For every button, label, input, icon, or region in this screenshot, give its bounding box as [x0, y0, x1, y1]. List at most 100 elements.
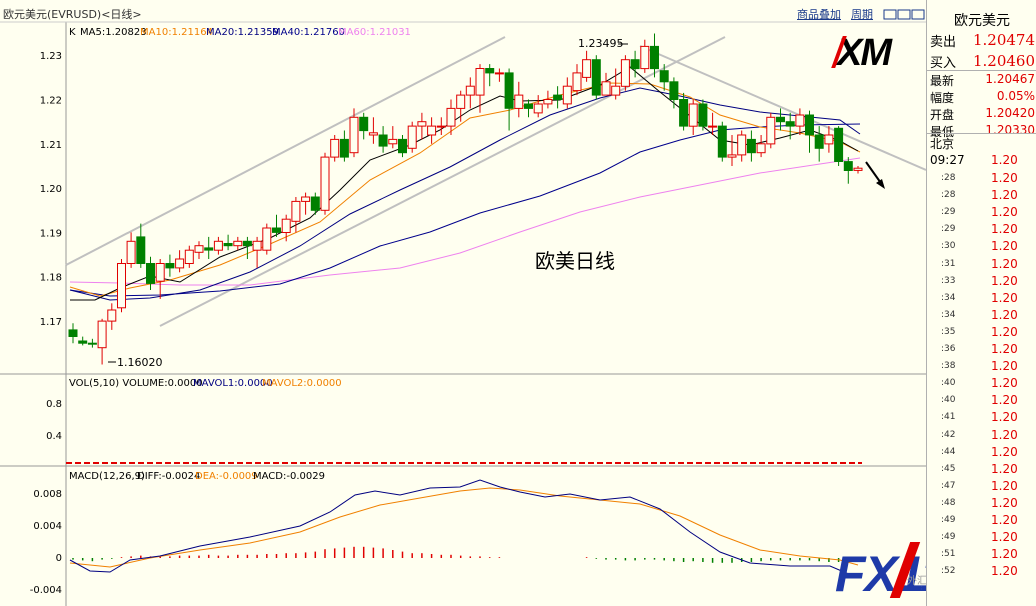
tick-price: 1.20	[991, 564, 1018, 579]
tick-price: 1.20	[991, 359, 1018, 374]
tick-row: :36 1.20	[927, 342, 1036, 359]
tick-time: :38	[941, 361, 956, 372]
candle-body	[562, 85, 572, 105]
mavol2-label: MAVOL2:0.0000	[262, 378, 342, 389]
candle-body	[310, 196, 320, 211]
candle-body	[417, 121, 427, 127]
candle-body	[746, 138, 756, 154]
zoom-out-icon[interactable]	[897, 9, 911, 20]
candle-body	[301, 196, 311, 202]
tick-price: 1.20	[991, 205, 1018, 220]
period-link[interactable]: 周期	[851, 8, 873, 21]
ma20-label: MA20:1.21359	[206, 27, 279, 38]
tick-row: :44 1.20	[927, 445, 1036, 462]
candle-body	[330, 138, 340, 158]
price-tick-label: 1.20	[40, 184, 62, 195]
tick-row: :34 1.20	[927, 291, 1036, 308]
tick-price: 1.20	[991, 461, 1018, 476]
price-tick-label: 1.22	[40, 96, 62, 107]
candle-body	[708, 125, 718, 128]
candle-body	[737, 134, 747, 156]
last-price: 1.20467	[985, 72, 1035, 86]
tick-time: :52	[941, 566, 956, 577]
buy-label: 买入	[930, 56, 957, 71]
candle-body	[456, 94, 466, 109]
candle-body	[543, 99, 553, 105]
open-price: 1.20420	[985, 106, 1035, 120]
range-label: 幅度	[930, 91, 955, 105]
tick-price: 1.20	[991, 171, 1018, 185]
price-tick-label: 1.18	[40, 273, 62, 284]
candle-body	[805, 114, 814, 136]
candle-body	[494, 72, 504, 75]
tick-row: :47 1.20	[927, 479, 1036, 496]
candle-body	[242, 240, 252, 247]
candle-body	[194, 245, 204, 253]
tick-price: 1.20	[991, 513, 1018, 527]
tick-row: :33 1.20	[927, 274, 1036, 291]
candle-body	[795, 114, 805, 127]
tick-row: :49 1.20	[927, 513, 1036, 530]
candle-body	[504, 72, 514, 109]
price-axis: 1.23 1.22 1.21 1.20 1.19 1.18 1.17	[40, 51, 62, 328]
tick-price: 1.20	[991, 273, 1018, 288]
tick-time: :45	[941, 463, 956, 474]
tick-time: :47	[941, 480, 956, 491]
candle-body	[553, 94, 563, 100]
sell-label: 卖出	[930, 35, 957, 50]
price-tick-label: 1.21	[40, 140, 62, 151]
candle-body	[834, 127, 844, 163]
candle-body	[446, 107, 456, 127]
tick-price: 1.20	[991, 478, 1018, 493]
candle-body	[582, 59, 592, 78]
candle-body	[97, 320, 107, 349]
macd-tick-1: 0.004	[33, 521, 62, 532]
macd-label: MACD(12,26,9)	[69, 471, 145, 482]
candle-body	[533, 103, 543, 114]
candle-body	[223, 243, 233, 247]
candle-body	[281, 218, 291, 233]
candle-body	[136, 236, 146, 264]
tick-time: :41	[941, 412, 956, 423]
candle-body	[698, 103, 708, 127]
tick-price: 1.20	[991, 222, 1018, 237]
buy-row: 买入 1.20460	[927, 52, 1036, 71]
candle-body	[814, 134, 824, 149]
candle-body	[727, 154, 737, 158]
candle-body	[349, 116, 359, 154]
last-row: 最新 1.20467	[927, 72, 1036, 90]
tick-time: :33	[941, 275, 956, 286]
candle-body	[378, 134, 388, 147]
candle-body	[68, 329, 78, 337]
tick-time: :30	[941, 241, 956, 252]
ma40-line	[69, 123, 861, 297]
sell-row: 卖出 1.20474	[927, 31, 1036, 50]
vol-tick-1: 0.4	[46, 431, 62, 442]
quote-title: 欧元美元	[954, 13, 1010, 29]
tick-time: :49	[941, 532, 956, 543]
price-tick-label: 1.23	[40, 51, 62, 62]
first-tick-price: 1.20	[991, 153, 1018, 167]
open-label: 开盘	[930, 108, 955, 122]
candle-body	[650, 45, 659, 70]
tick-row: :45 1.20	[927, 462, 1036, 479]
layout-icon[interactable]	[911, 9, 925, 20]
overlay-link[interactable]: 商品叠加	[797, 8, 841, 21]
divider	[927, 70, 1036, 71]
zoom-in-icon[interactable]	[883, 9, 897, 20]
tick-row: :31 1.20	[927, 257, 1036, 274]
tick-time: :34	[941, 309, 956, 320]
candle-body	[252, 240, 262, 251]
city-label: 北京	[930, 137, 955, 151]
ma-k-label: K	[69, 27, 76, 38]
candle-body	[756, 143, 766, 154]
candle-body	[776, 116, 785, 123]
tick-price: 1.20	[991, 307, 1018, 322]
macd-tick-2: 0	[56, 553, 62, 564]
tick-time: :44	[941, 446, 956, 457]
xm-logo-text: XM	[837, 32, 892, 74]
arrow-head-icon	[876, 179, 885, 189]
tick-row: :35 1.20	[927, 325, 1036, 342]
high-label: 1.23495	[578, 37, 624, 50]
